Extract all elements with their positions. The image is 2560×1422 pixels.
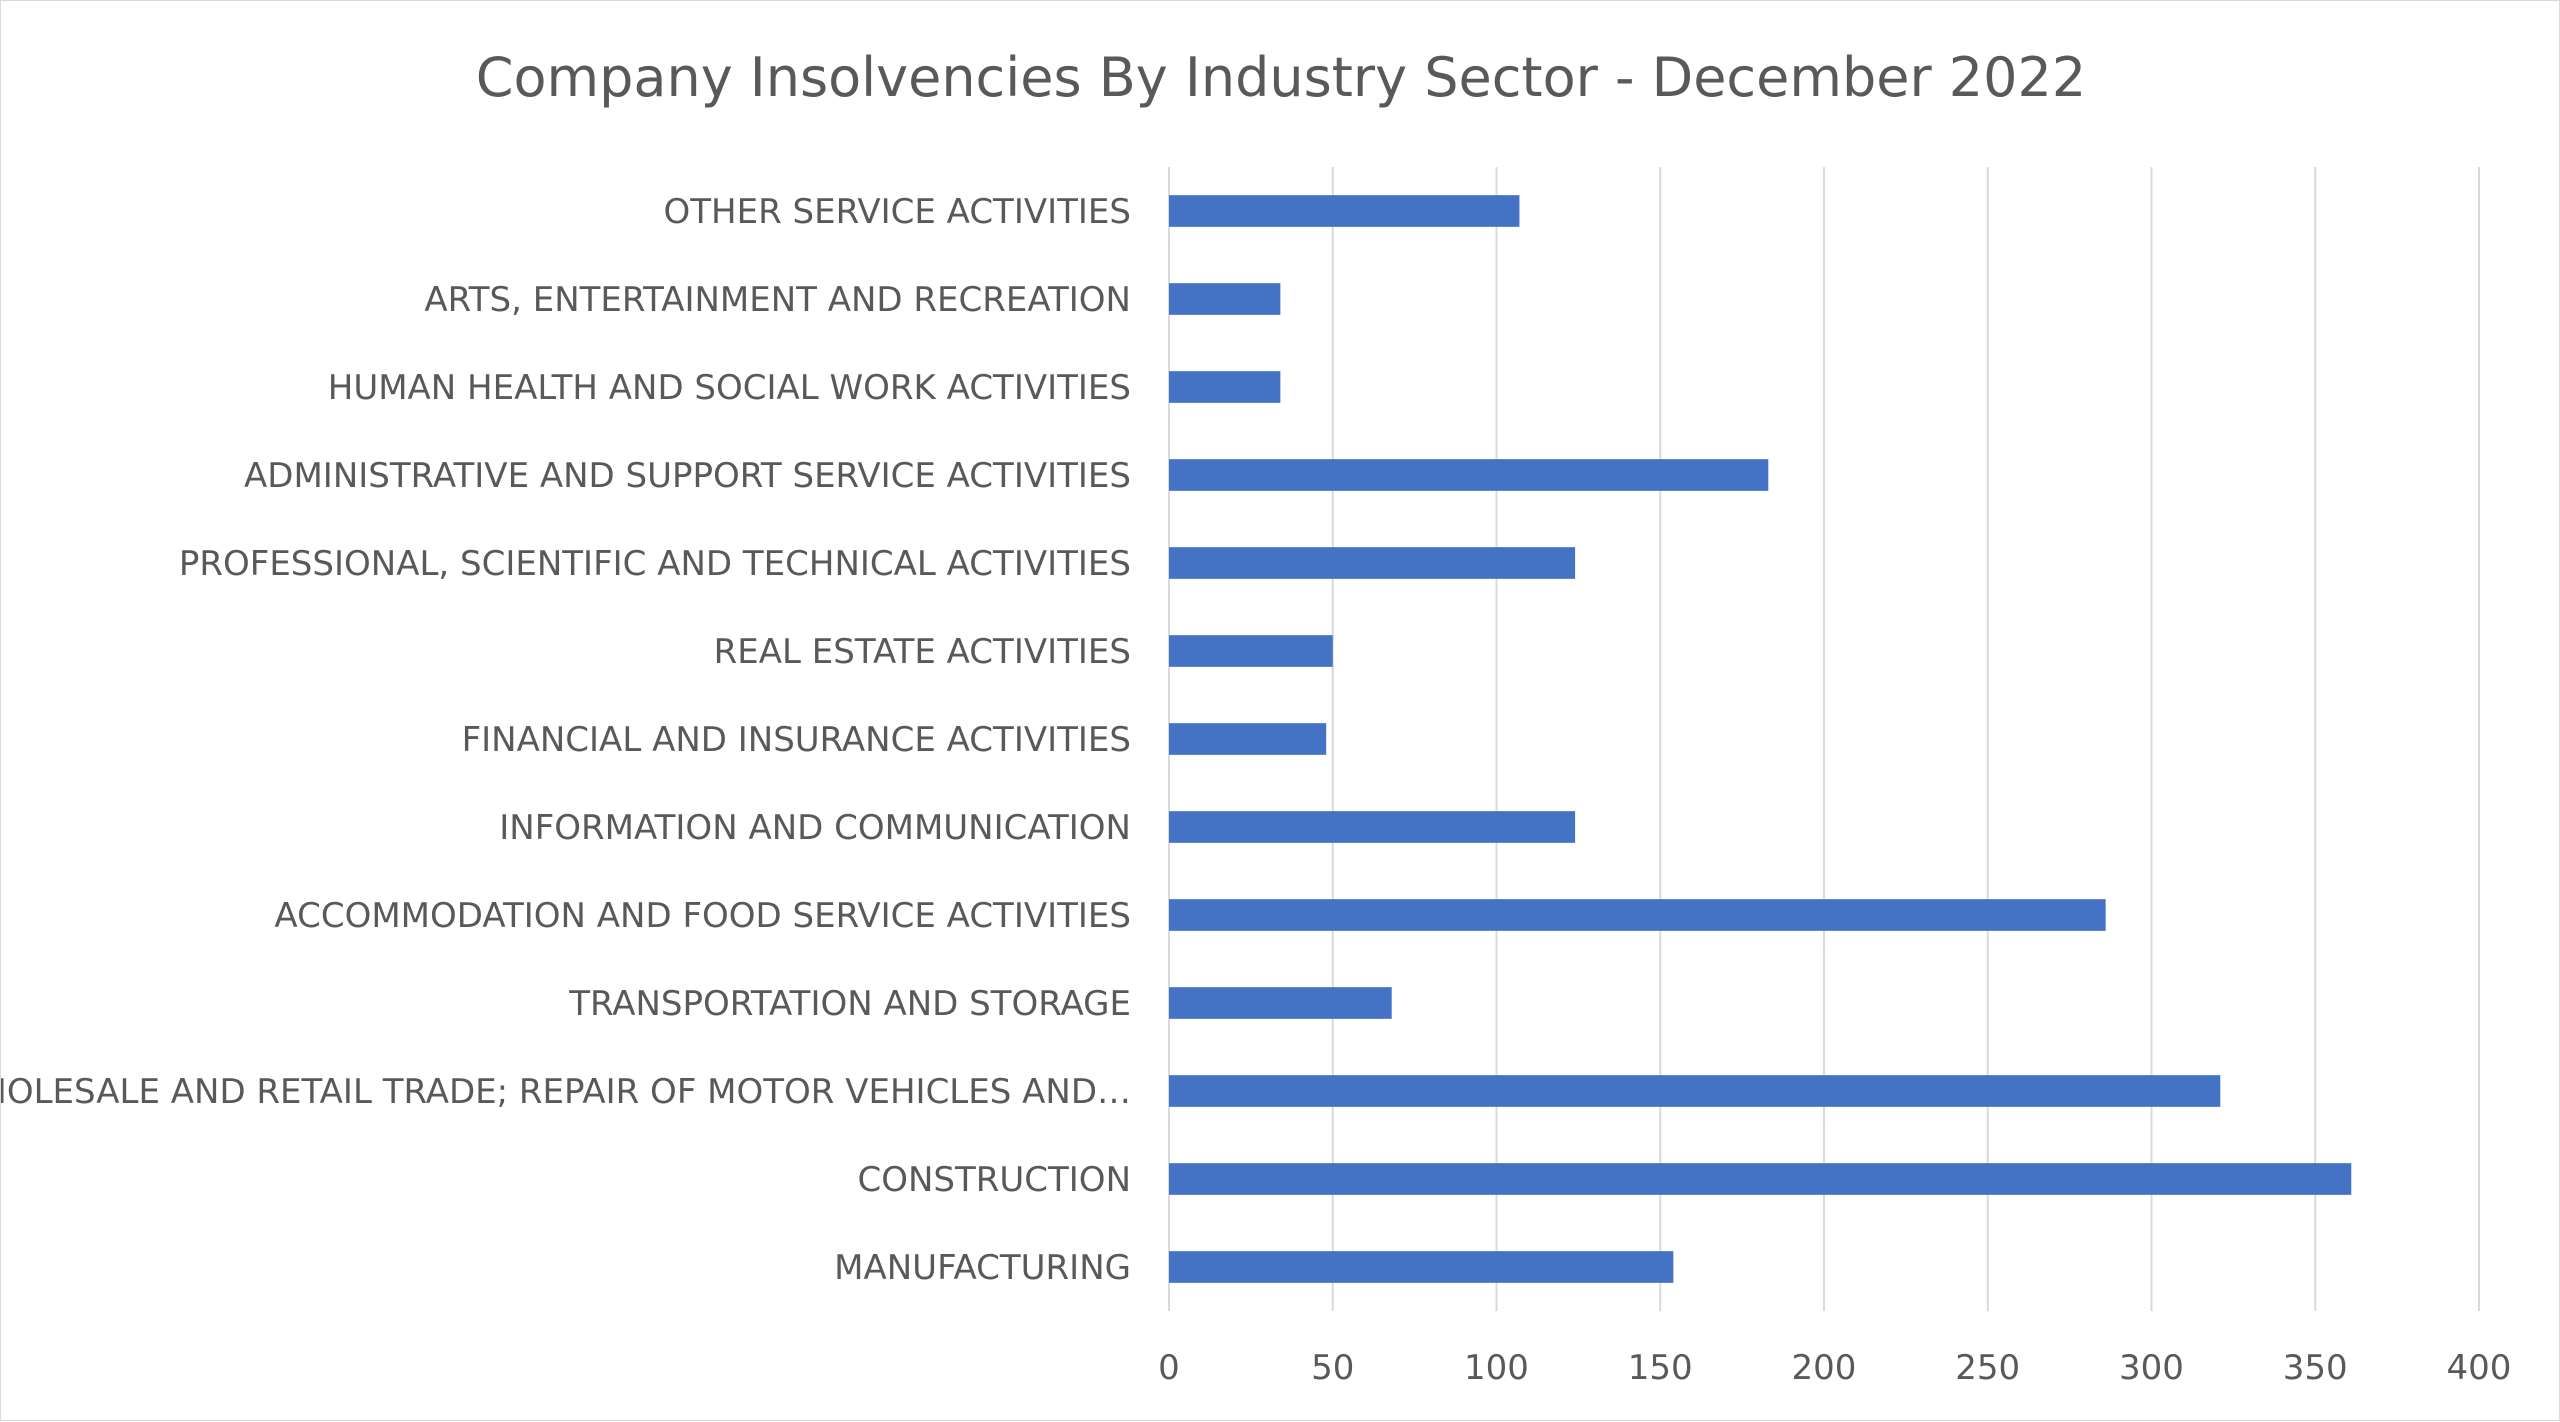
category-label: WHOLESALE AND RETAIL TRADE; REPAIR OF MO… xyxy=(1,1072,1131,1112)
x-tick-label: 300 xyxy=(2119,1348,2184,1388)
gridlines xyxy=(1168,167,2480,1311)
x-tick-label: 200 xyxy=(1792,1348,1857,1388)
x-axis-tick-labels: 0 50 100 150 200 250 300 350 400 xyxy=(1158,1348,2511,1388)
category-label: FINANCIAL AND INSURANCE ACTIVITIES xyxy=(462,720,1131,760)
bar xyxy=(1169,811,1576,843)
category-label: ARTS, ENTERTAINMENT AND RECREATION xyxy=(424,280,1131,320)
bar xyxy=(1169,899,2106,931)
category-label: INFORMATION AND COMMUNICATION xyxy=(499,808,1131,848)
category-label: ACCOMMODATION AND FOOD SERVICE ACTIVITIE… xyxy=(274,896,1131,936)
category-labels: OTHER SERVICE ACTIVITIES ARTS, ENTERTAINM… xyxy=(1,192,1131,1288)
chart-title: Company Insolvencies By Industry Sector … xyxy=(476,46,2086,109)
category-label: TRANSPORTATION AND STORAGE xyxy=(568,984,1131,1024)
bar xyxy=(1169,459,1769,491)
category-label: PROFESSIONAL, SCIENTIFIC AND TECHNICAL A… xyxy=(179,544,1131,584)
category-label: CONSTRUCTION xyxy=(857,1160,1131,1200)
x-tick-label: 150 xyxy=(1628,1348,1693,1388)
x-tick-label: 100 xyxy=(1464,1348,1529,1388)
bar xyxy=(1169,723,1327,755)
x-tick-label: 400 xyxy=(2447,1348,2512,1388)
bar xyxy=(1169,987,1392,1019)
category-label: HUMAN HEALTH AND SOCIAL WORK ACTIVITIES xyxy=(328,368,1131,408)
x-tick-label: 50 xyxy=(1311,1348,1354,1388)
bar xyxy=(1169,1163,2352,1195)
bar xyxy=(1169,1075,2221,1107)
x-tick-label: 250 xyxy=(1955,1348,2020,1388)
bar xyxy=(1169,547,1576,579)
bar xyxy=(1169,635,1333,667)
category-label: ADMINISTRATIVE AND SUPPORT SERVICE ACTIV… xyxy=(244,456,1131,496)
bar xyxy=(1169,371,1281,403)
bars xyxy=(1169,195,2352,1283)
bar xyxy=(1169,195,1520,227)
category-label: OTHER SERVICE ACTIVITIES xyxy=(664,192,1132,232)
category-label: MANUFACTURING xyxy=(834,1248,1131,1288)
bar xyxy=(1169,1251,1674,1283)
bar xyxy=(1169,283,1281,315)
category-label: REAL ESTATE ACTIVITIES xyxy=(714,632,1131,672)
x-tick-label: 0 xyxy=(1158,1348,1180,1388)
x-tick-label: 350 xyxy=(2283,1348,2348,1388)
